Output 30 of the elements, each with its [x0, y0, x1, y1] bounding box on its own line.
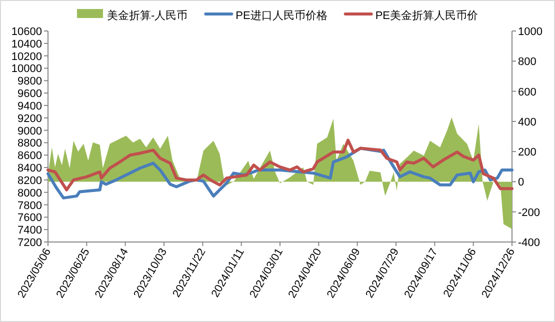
y-tick-label: 7200 — [18, 237, 42, 249]
y-tick-label: 9600 — [18, 88, 42, 100]
y-tick-label: 10600 — [11, 26, 42, 38]
y2-tick-label: 800 — [518, 56, 536, 68]
y-tick-label: 7800 — [18, 200, 42, 212]
y2-tick-label: -400 — [518, 237, 540, 249]
y-tick-label: 10000 — [11, 63, 42, 76]
legend-label: 美金折算-人民币 — [106, 9, 188, 22]
y2-tick-label: 0 — [518, 176, 524, 189]
y2-tick-label: 600 — [518, 86, 536, 98]
y-tick-label: 10400 — [11, 38, 42, 50]
y-tick-label: 9400 — [18, 100, 42, 112]
y-tick-label: 7400 — [18, 224, 42, 237]
y-tick-label: 8200 — [18, 174, 42, 187]
y-tick-label: 9000 — [18, 125, 42, 138]
legend-label: PE进口人民币价格 — [236, 9, 328, 22]
y-tick-label: 10200 — [11, 50, 42, 63]
y2-tick-label: 400 — [518, 116, 536, 128]
y-tick-label: 8000 — [18, 187, 42, 200]
legend-label: PE美金折算人民币价 — [375, 9, 478, 22]
line-series — [46, 138, 514, 192]
y2-tick-label: -200 — [518, 206, 540, 219]
y-tick-label: 8800 — [18, 138, 42, 150]
y-tick-label: 9800 — [18, 76, 42, 88]
y-tick-label: 7600 — [18, 212, 42, 224]
y-tick-label: 9200 — [18, 112, 42, 125]
y2-tick-label: 200 — [518, 146, 536, 159]
y-tick-label: 8400 — [18, 162, 42, 175]
y2-tick-label: 1000 — [518, 26, 542, 38]
y-tick-label: 8600 — [18, 150, 42, 162]
